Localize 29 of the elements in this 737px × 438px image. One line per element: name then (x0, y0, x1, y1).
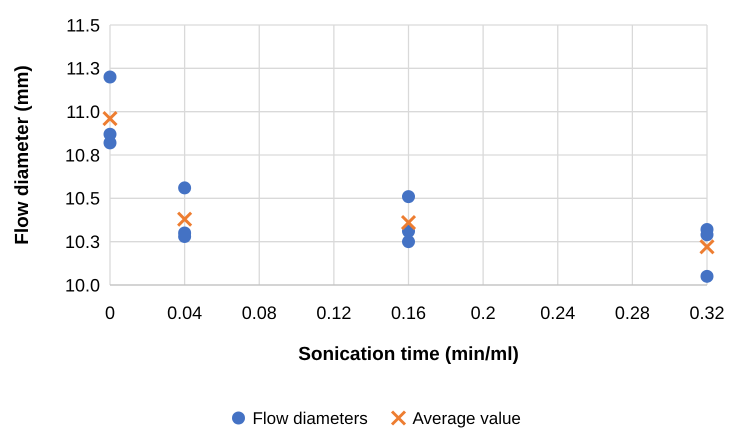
y-tick-label: 11.5 (66, 15, 100, 36)
x-tick-label: 0.16 (390, 303, 426, 323)
point (104, 70, 116, 84)
point (699, 238, 715, 255)
legend-label: Average value (412, 408, 521, 428)
x-tick-label: 0.04 (167, 303, 202, 323)
point (402, 235, 415, 248)
x-tick-label: 0.12 (316, 303, 352, 323)
point (700, 270, 714, 283)
x-tick-label: 0.24 (540, 303, 576, 323)
x-axis-title: Sonication time (min/ml) (298, 344, 519, 365)
x-tick-label: 0.08 (242, 303, 277, 323)
y-tick-label: 10.3 (64, 232, 100, 252)
point (178, 181, 192, 194)
y-tick-label: 11.3 (66, 58, 100, 79)
y-tick-label: 10.8 (64, 145, 100, 166)
point (400, 214, 416, 231)
x-tick-label: 0.32 (689, 303, 725, 323)
y-tick-label: 11.0 (66, 102, 100, 122)
x-tick-label: 0 (104, 303, 116, 323)
point (102, 110, 118, 127)
point (176, 211, 193, 228)
legend-label: Flow diameters (252, 408, 368, 428)
x-tick-label: 0.2 (470, 303, 496, 323)
point (402, 190, 415, 204)
x-tick-label: 0.28 (614, 303, 650, 323)
y-tick-label: 10.0 (64, 275, 100, 296)
y-axis-title: Flow diameter (mm) (12, 65, 33, 245)
y-tick-label: 10.5 (64, 188, 100, 209)
